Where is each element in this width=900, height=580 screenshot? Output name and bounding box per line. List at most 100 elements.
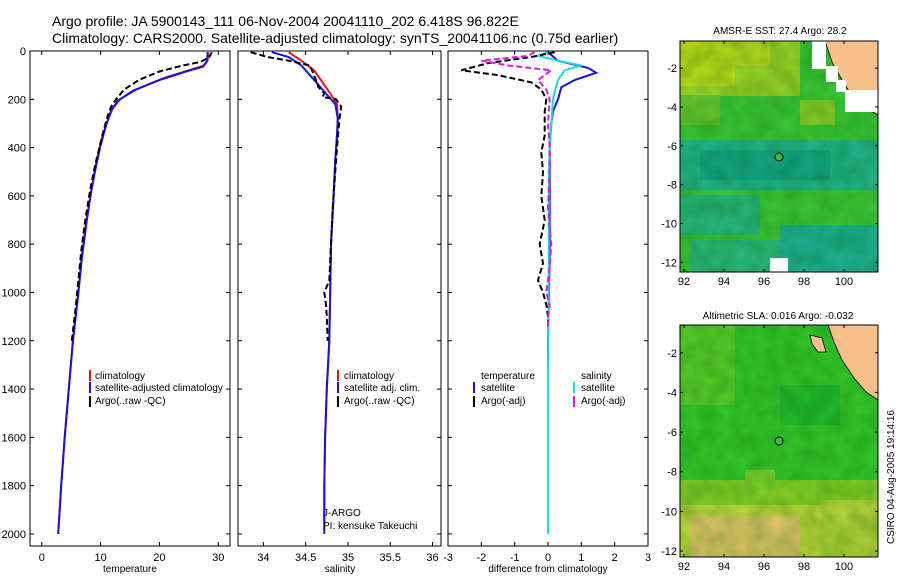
- sst-profile-marker: [774, 152, 784, 162]
- program-annotation: J-ARGO: [323, 508, 361, 519]
- legend-label-salinity: salinity: [581, 371, 612, 382]
- series-line-satellite-adjusted-climatology: [57, 52, 209, 534]
- figure-title-line2: Climatology: CARS2000. Satellite-adjuste…: [52, 30, 618, 46]
- x-tick-label: 10: [94, 552, 106, 564]
- x-tick-label: 36: [426, 552, 438, 564]
- salinity-panel-frame: [237, 50, 442, 547]
- map-y-tick-label: -2: [667, 348, 677, 360]
- legend-swatch-sal-argo: [573, 396, 575, 407]
- salinity-legend: climatology satellite adj. clim. Argo(..…: [337, 370, 420, 407]
- temperature-axis-label: temperature: [103, 564, 157, 575]
- map-x-tick-label: 94: [718, 276, 730, 288]
- series-line-salinity-satellite: [534, 51, 582, 534]
- legend-label-temperature: temperature: [481, 371, 535, 382]
- map-x-tick-label: 98: [798, 276, 810, 288]
- y-tick-label: 1600: [2, 432, 26, 444]
- x-tick-label: 20: [153, 552, 165, 564]
- sst-map: [679, 40, 879, 273]
- legend-swatch-temp-argo: [473, 396, 475, 407]
- x-tick-label: 2: [612, 552, 618, 564]
- map-y-tick-label: -6: [667, 141, 677, 153]
- legend-swatch-temp-satellite: [473, 382, 475, 393]
- sla-map: [679, 324, 879, 558]
- legend-swatch-argo: [337, 396, 339, 407]
- legend-swatch-argo: [89, 396, 91, 407]
- map-y-tick-label: -12: [661, 257, 677, 269]
- map-y-tick-label: -2: [667, 63, 677, 75]
- legend-label-satellite: satellite-adjusted climatology: [95, 383, 223, 394]
- y-tick-label: 0: [20, 46, 26, 58]
- x-tick-label: -1: [510, 552, 520, 564]
- sst-cloud-gap: [770, 258, 788, 272]
- legend-label-sal-argo: Argo(-adj): [581, 396, 625, 407]
- map-x-tick-label: 92: [678, 276, 690, 288]
- x-tick-label: 3: [645, 552, 651, 564]
- map-y-tick-label: -8: [667, 467, 677, 479]
- difference-axis-label: difference from climatology: [488, 564, 607, 575]
- x-tick-label: -2: [476, 552, 486, 564]
- legend-swatch-climatology: [337, 370, 339, 381]
- x-tick-label: 30: [212, 552, 224, 564]
- sst-coast-whitespace: [812, 41, 826, 69]
- series-line-salinity-argo-adj-: [481, 51, 554, 329]
- x-tick-label: 0: [39, 552, 45, 564]
- series-line-climatology: [57, 52, 210, 534]
- y-tick-label: 1000: [2, 287, 26, 299]
- series-line-temperature-argo-adj-: [461, 51, 555, 329]
- map-y-tick-label: -10: [661, 218, 677, 230]
- series-line-argo-raw-qc-: [250, 51, 343, 341]
- map-x-tick-label: 96: [758, 276, 770, 288]
- map-x-tick-label: 96: [758, 561, 770, 573]
- x-tick-label: 34: [257, 552, 269, 564]
- series-line-argo-raw-qc-: [70, 51, 213, 341]
- x-tick-label: 1: [578, 552, 584, 564]
- sst-map-title: AMSR-E SST: 27.4 Argo: 28.2: [713, 26, 847, 37]
- y-tick-label: 1400: [2, 384, 26, 396]
- legend-label-temp-argo: Argo(-adj): [481, 396, 525, 407]
- y-tick-label: 200: [8, 94, 26, 106]
- x-tick-label: -3: [443, 552, 453, 564]
- legend-swatch-climatology: [89, 370, 91, 381]
- map-x-tick-label: 100: [835, 276, 853, 288]
- map-x-tick-label: 94: [718, 561, 730, 573]
- sla-land-island: [809, 334, 827, 353]
- sla-map-title: Altimetric SLA: 0.016 Argo: -0.032: [703, 311, 854, 322]
- y-tick-label: 2000: [2, 529, 26, 541]
- legend-swatch-satellite: [89, 382, 91, 393]
- map-y-tick-label: -6: [667, 427, 677, 439]
- legend-swatch-satellite: [337, 382, 339, 393]
- map-y-tick-label: -8: [667, 180, 677, 192]
- legend-label-temp-satellite: satellite: [481, 383, 515, 394]
- legend-label-argo: Argo(..raw -QC): [344, 396, 415, 407]
- series-line-satellite-adj-clim-: [271, 51, 339, 534]
- y-tick-label: 1800: [2, 481, 26, 493]
- map-y-tick-label: -4: [667, 387, 677, 399]
- y-tick-label: 800: [8, 239, 26, 251]
- map-y-tick-label: -10: [661, 506, 677, 518]
- temperature-legend: climatology satellite-adjusted climatolo…: [89, 370, 223, 407]
- difference-legend: temperature satellite Argo(-adj) salinit…: [473, 371, 625, 407]
- salinity-axis-label: salinity: [325, 564, 356, 575]
- x-tick-label: 35: [342, 552, 354, 564]
- sst-coast-whitespace: [826, 66, 838, 82]
- legend-label-sal-satellite: satellite: [581, 383, 615, 394]
- pi-annotation: PI: kensuke Takeuchi: [323, 521, 417, 532]
- x-tick-label: 35.5: [380, 552, 401, 564]
- legend-label-satellite: satellite adj. clim.: [344, 383, 420, 394]
- y-tick-label: 1200: [2, 336, 26, 348]
- map-x-tick-label: 92: [678, 561, 690, 573]
- sla-profile-marker: [774, 436, 784, 446]
- sst-frame: [679, 40, 879, 273]
- legend-swatch-sal-satellite: [573, 382, 575, 393]
- map-x-tick-label: 100: [835, 561, 853, 573]
- series-line-temperature-satellite: [547, 51, 599, 486]
- y-tick-label: 400: [8, 143, 26, 155]
- legend-label-climatology: climatology: [344, 371, 394, 382]
- legend-label-argo: Argo(..raw -QC): [95, 396, 166, 407]
- x-tick-label: 0: [545, 552, 551, 564]
- temperature-panel-frame: [29, 50, 231, 547]
- y-tick-label: 600: [8, 191, 26, 203]
- sst-coast-whitespace: [845, 90, 878, 112]
- x-tick-label: 34.5: [295, 552, 316, 564]
